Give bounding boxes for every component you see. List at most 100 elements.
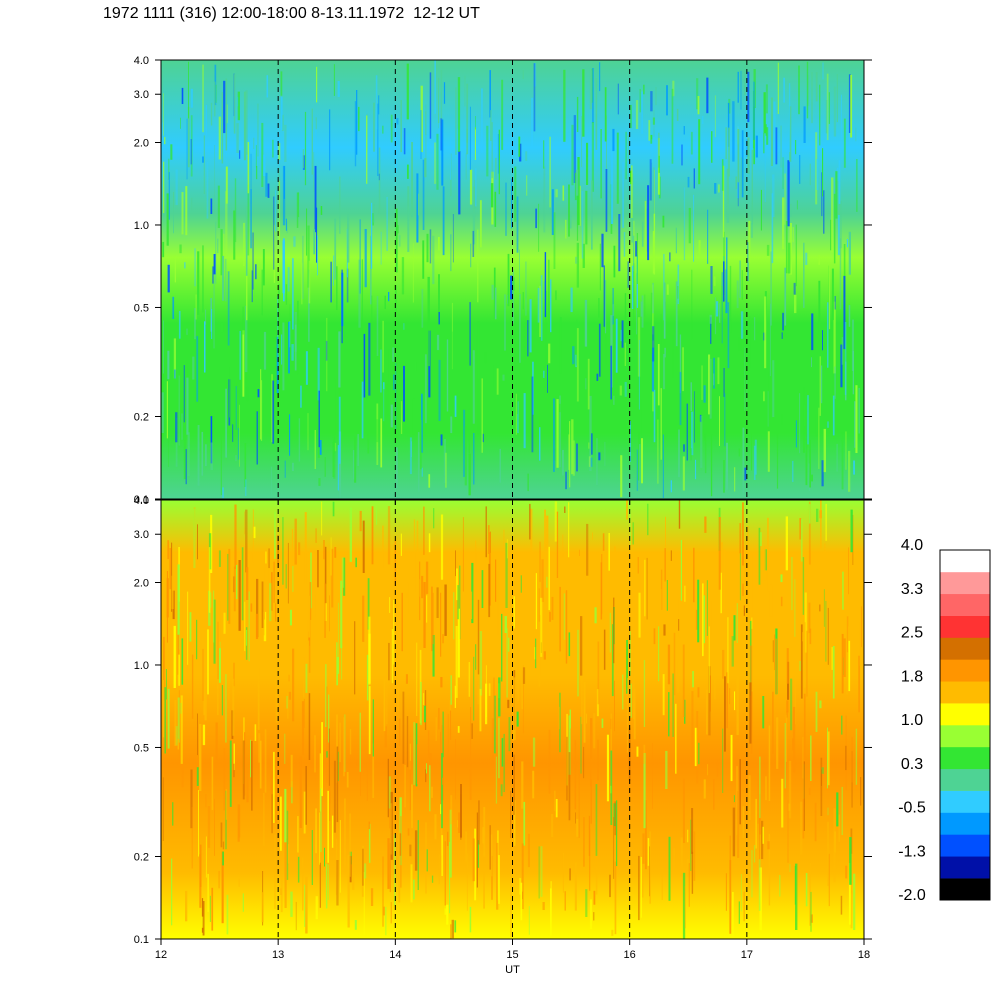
bottom-streak xyxy=(413,879,415,900)
top-streak xyxy=(517,401,519,434)
bottom-streak xyxy=(692,671,694,688)
top-streak xyxy=(371,202,373,269)
bottom-streak xyxy=(389,597,391,613)
top-streak xyxy=(260,380,263,441)
top-streak xyxy=(591,433,593,455)
top-streak xyxy=(565,471,567,490)
bottom-streak xyxy=(503,529,505,558)
top-streak xyxy=(744,467,747,481)
bottom-streak xyxy=(343,717,345,777)
bottom-streak xyxy=(226,894,229,935)
top-streak xyxy=(596,438,598,486)
bottom-streak xyxy=(165,669,167,700)
bottom-streak xyxy=(858,655,860,713)
top-streak xyxy=(682,347,684,392)
bottom-streak xyxy=(507,699,510,709)
bottom-streak xyxy=(187,591,189,665)
bottom-streak xyxy=(475,540,477,573)
bottom-streak xyxy=(347,854,350,928)
bottom-streak xyxy=(695,609,698,630)
bottom-streak xyxy=(256,578,259,638)
top-streak xyxy=(613,395,615,405)
bottom-streak xyxy=(790,647,793,687)
colorbar-segment xyxy=(940,856,990,879)
top-streak xyxy=(210,102,213,126)
top-streak xyxy=(631,165,633,218)
bottom-streak xyxy=(460,784,462,838)
bottom-streak xyxy=(767,555,771,592)
bottom-streak xyxy=(455,739,456,800)
bottom-streak xyxy=(354,920,357,930)
top-streak xyxy=(589,70,592,110)
bottom-streak xyxy=(382,856,384,927)
top-streak xyxy=(334,378,336,454)
top-streak xyxy=(412,243,414,303)
colorbar-segment xyxy=(940,834,990,857)
x-tick-label: 12 xyxy=(155,949,167,961)
top-streak xyxy=(625,131,627,180)
top-streak xyxy=(839,201,842,249)
bottom-streak xyxy=(330,537,332,576)
top-streak xyxy=(822,62,824,80)
bottom-streak xyxy=(321,501,323,536)
bottom-streak xyxy=(451,919,454,939)
top-streak xyxy=(245,479,247,496)
bottom-streak xyxy=(229,740,232,807)
top-streak xyxy=(640,301,643,317)
top-streak xyxy=(553,212,556,269)
bottom-streak xyxy=(233,763,235,778)
top-streak xyxy=(516,196,519,253)
bottom-streak xyxy=(409,844,412,857)
top-streak xyxy=(836,74,838,123)
top-streak xyxy=(255,264,257,280)
bottom-streak xyxy=(529,503,531,540)
bottom-streak xyxy=(471,723,473,739)
bottom-streak xyxy=(693,547,695,603)
bottom-streak xyxy=(530,508,533,556)
bottom-streak xyxy=(417,820,419,890)
top-streak xyxy=(341,269,343,344)
bottom-streak xyxy=(702,583,704,657)
top-streak xyxy=(225,166,228,204)
colorbar-label: 4.0 xyxy=(901,537,923,554)
bottom-streak xyxy=(791,557,793,611)
top-streak xyxy=(186,328,188,335)
top-streak xyxy=(346,268,349,303)
top-streak xyxy=(579,185,581,226)
top-streak xyxy=(162,241,165,258)
bottom-streak xyxy=(581,678,583,725)
bottom-streak xyxy=(802,737,804,779)
top-streak xyxy=(694,391,695,443)
top-streak xyxy=(395,447,398,489)
bottom-streak xyxy=(321,722,323,797)
bottom-streak xyxy=(535,638,537,669)
bottom-streak xyxy=(632,522,634,545)
bottom-streak xyxy=(614,546,616,573)
bottom-streak xyxy=(827,731,830,786)
top-streak xyxy=(273,196,275,270)
bottom-streak xyxy=(794,579,796,637)
top-streak xyxy=(683,444,685,452)
top-streak xyxy=(173,192,174,234)
bottom-streak xyxy=(513,754,515,815)
top-streak xyxy=(364,229,367,288)
bottom-streak xyxy=(684,585,686,602)
top-panel-texture xyxy=(161,60,864,499)
bottom-streak xyxy=(456,568,458,601)
top-streak xyxy=(481,88,483,153)
bottom-streak xyxy=(225,674,227,743)
bottom-streak xyxy=(590,760,592,787)
top-streak xyxy=(605,169,608,232)
bottom-streak xyxy=(736,603,738,643)
bottom-streak xyxy=(642,833,645,864)
bottom-streak xyxy=(290,891,293,917)
top-streak xyxy=(649,159,652,201)
top-streak xyxy=(261,269,263,316)
bottom-streak xyxy=(853,873,856,930)
bottom-streak xyxy=(790,678,793,731)
top-streak xyxy=(750,223,753,238)
bottom-streak xyxy=(600,562,603,620)
top-streak xyxy=(709,358,712,419)
top-streak xyxy=(836,167,839,181)
top-streak xyxy=(313,229,316,255)
